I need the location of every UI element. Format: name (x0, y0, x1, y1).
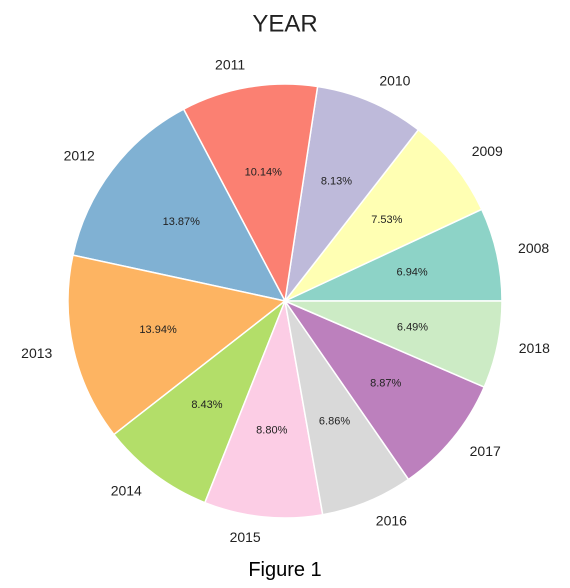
percent-label-2018: 6.49% (397, 321, 428, 333)
pie-slice-2013 (67, 254, 287, 436)
figure-caption: Figure 1 (248, 559, 322, 581)
pie-slice-2015 (203, 298, 324, 519)
category-label-2014: 2014 (111, 483, 142, 499)
pie-slice-2011 (182, 83, 319, 304)
percent-label-2016: 6.86% (319, 415, 350, 427)
category-label-2018: 2018 (519, 340, 550, 356)
category-label-2010: 2010 (379, 72, 410, 88)
pie-slice-2017 (282, 299, 486, 481)
percent-label-2014: 8.43% (191, 399, 222, 411)
category-label-2015: 2015 (230, 529, 261, 545)
percent-label-2008: 6.94% (397, 267, 428, 279)
percent-label-2011: 10.14% (245, 167, 283, 179)
pie-slice-2009 (284, 128, 483, 302)
percent-label-2009: 7.53% (371, 214, 402, 226)
pie-slice-2014 (112, 298, 287, 504)
pie-slice-2010 (283, 85, 420, 304)
percent-label-2015: 8.80% (256, 424, 287, 436)
category-label-2011: 2011 (215, 56, 245, 72)
pie-slice-2012 (72, 108, 287, 303)
category-label-2017: 2017 (470, 443, 501, 459)
category-labels: 2008 2009 2010 2011 2012 2013 2014 2015 2016 2017… (21, 56, 550, 545)
percent-label-2017: 8.87% (370, 377, 401, 389)
category-label-2009: 2009 (472, 143, 503, 159)
pie-slices (67, 83, 503, 519)
category-label-2012: 2012 (64, 147, 95, 163)
category-label-2008: 2008 (518, 240, 549, 256)
category-label-2016: 2016 (376, 512, 407, 528)
percentage-labels: 6.94% 7.53% 8.13% 10.14% 13.87% 13.94% 8.43% 8.… (139, 167, 428, 437)
pie-slice-2018 (284, 300, 503, 389)
category-label-2013: 2013 (21, 345, 52, 361)
percent-label-2013: 13.94% (139, 324, 177, 336)
percent-label-2010: 8.13% (321, 175, 352, 187)
pie-chart-svg: YEAR 6.94% 7.53% 8.13% 10.14% 13.87% 13.94% 8.… (21, 10, 550, 545)
chart-title: YEAR (252, 10, 317, 37)
percent-label-2012: 13.87% (163, 216, 201, 228)
